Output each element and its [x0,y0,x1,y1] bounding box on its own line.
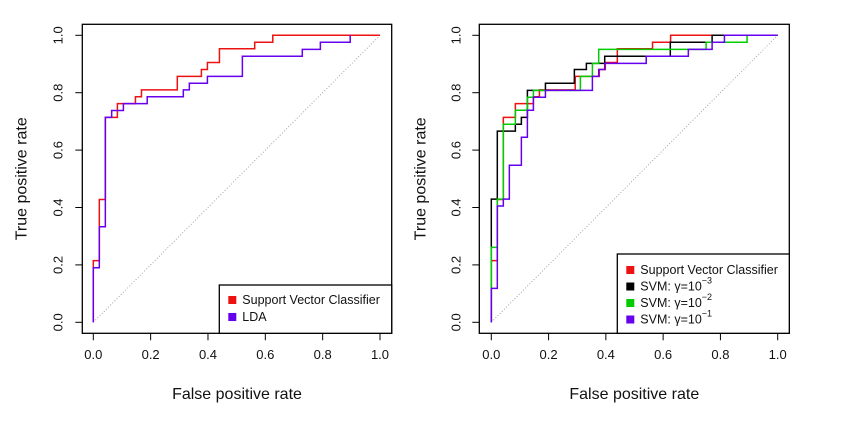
legend-swatch [626,299,635,307]
legend-label-base: SVM: γ=10 [640,280,702,294]
legend-label: LDA [242,310,267,324]
legend-label: SVM: γ=10−2 [640,292,712,310]
diagonal-reference-line [92,34,381,323]
x-tick-label: 0.0 [84,347,102,362]
legend-label-exponent: −3 [702,276,712,286]
legend-swatch [626,266,635,274]
legend-label: Support Vector Classifier [640,263,778,277]
legend-swatch [626,282,635,291]
x-tick-label: 1.0 [769,347,787,362]
x-tick-label: 0.8 [314,347,332,362]
y-tick-label: 1.0 [51,26,66,44]
legend-swatch [626,315,635,324]
legend-label-base: SVM: γ=10 [640,313,702,327]
legend: Support Vector Classifier LDA [218,284,393,334]
x-tick-label: 0.2 [540,347,558,362]
roc-curve-lda [92,35,351,323]
legend-swatch [228,313,237,321]
roc-curve-svm-10-3 [490,34,778,323]
legend-item: SVM: γ=10−3 [626,276,712,294]
x-tick-label: 0.0 [482,347,500,362]
legend-item: Support Vector Classifier [228,293,380,307]
y-tick-label: 0.2 [449,256,464,274]
legend-box [218,284,393,334]
legend-item: LDA [228,310,267,324]
y-tick-label: 0.0 [449,313,464,331]
legend-label-base: SVM: γ=10 [640,296,702,310]
y-tick-label: 0.2 [51,256,66,274]
legend-label: SVM: γ=10−1 [640,309,712,327]
legend-label: SVM: γ=10−3 [640,276,712,294]
roc-curve-svm-10-2 [490,34,778,323]
x-tick-label: 0.8 [711,347,729,362]
legend-item: SVM: γ=10−1 [626,309,712,327]
x-tick-label: 0.4 [199,347,217,362]
roc-panel-1: 0.0 0.2 0.4 0.6 0.8 1.0 0.0 0.2 0.4 0.6 0.8 1.0 Fals… [14,23,393,403]
x-axis-title: False positive rate [172,386,302,403]
legend-item: Support Vector Classifier [626,263,778,277]
y-tick-label: 1.0 [449,26,464,44]
roc-curve-svm-10-1 [490,34,778,323]
legend-label-exponent: −2 [702,292,712,302]
x-tick-label: 1.0 [371,347,389,362]
x-tick-label: 0.6 [654,347,672,362]
y-tick-label: 0.0 [51,313,66,331]
x-tick-label: 0.4 [597,347,615,362]
x-tick-label: 0.6 [256,347,274,362]
legend-label: Support Vector Classifier [242,293,380,307]
x-tick-label: 0.2 [142,347,160,362]
legend-swatch [228,296,237,304]
roc-panel-2: 0.0 0.2 0.4 0.6 0.8 1.0 0.0 0.2 0.4 0.6 0.8 1.0 Fals… [413,23,790,403]
y-tick-label: 0.6 [449,141,464,159]
y-tick-label: 0.4 [51,198,66,216]
legend-box [616,253,790,334]
x-axis-title: False positive rate [569,386,699,403]
y-axis-title: True positive rate [14,117,31,240]
legend-label-exponent: −1 [702,309,712,319]
legend-item: SVM: γ=10−2 [626,292,712,310]
y-tick-label: 0.8 [449,84,464,102]
y-tick-label: 0.6 [51,141,66,159]
y-axis-title: True positive rate [413,117,430,240]
y-tick-label: 0.4 [449,198,464,216]
y-tick-label: 0.8 [51,84,66,102]
